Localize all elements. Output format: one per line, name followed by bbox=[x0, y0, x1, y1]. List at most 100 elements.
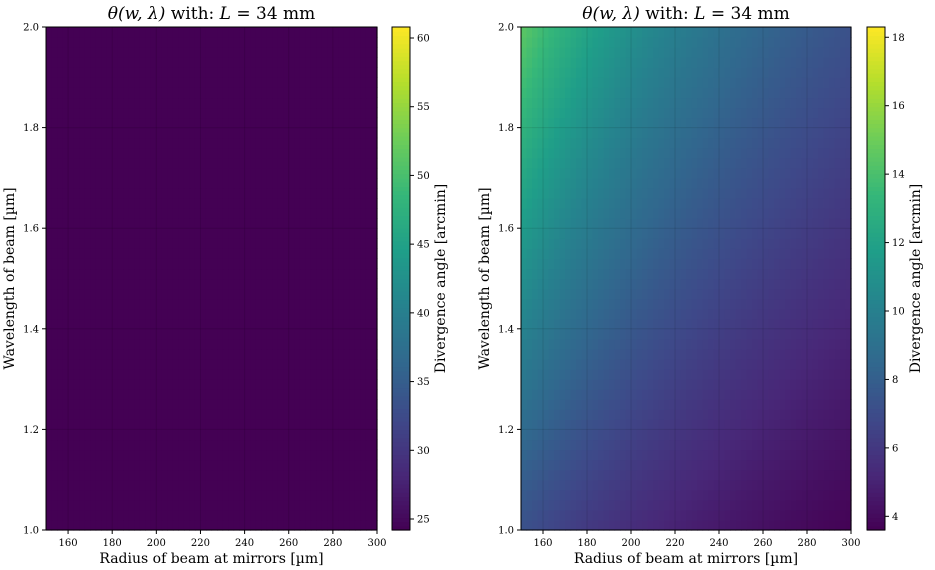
heatmap-cell bbox=[150, 449, 157, 461]
heatmap-cell bbox=[84, 509, 91, 521]
heatmap-cell bbox=[134, 87, 141, 99]
heatmap-cell bbox=[57, 177, 64, 189]
heatmap-cell bbox=[360, 358, 367, 370]
heatmap-cell bbox=[101, 519, 108, 531]
heatmap-cell bbox=[768, 338, 775, 350]
heatmap-cell bbox=[526, 369, 533, 380]
heatmap-cell bbox=[106, 389, 113, 400]
heatmap-cell bbox=[57, 57, 64, 68]
heatmap-cell bbox=[272, 348, 279, 360]
heatmap-cell bbox=[156, 489, 163, 501]
heatmap-cell bbox=[156, 137, 163, 149]
heatmap-cell bbox=[106, 117, 113, 129]
heatmap-cell bbox=[95, 348, 102, 360]
heatmap-cell bbox=[106, 67, 113, 78]
heatmap-cell bbox=[818, 489, 825, 501]
heatmap-cell bbox=[774, 248, 781, 259]
heatmap-cell bbox=[686, 519, 693, 531]
heatmap-cell bbox=[598, 409, 605, 420]
heatmap-cell bbox=[316, 248, 323, 259]
heatmap-cell bbox=[779, 409, 786, 420]
heatmap-cell bbox=[161, 278, 168, 290]
heatmap-cell bbox=[587, 399, 594, 410]
heatmap-cell bbox=[79, 338, 86, 350]
heatmap-cell bbox=[200, 379, 207, 390]
heatmap-cell bbox=[294, 208, 301, 219]
heatmap-cell bbox=[354, 288, 362, 300]
heatmap-cell bbox=[73, 369, 80, 380]
heatmap-cell bbox=[250, 208, 257, 219]
colorbar-segment bbox=[392, 127, 410, 133]
heatmap-cell bbox=[829, 369, 836, 380]
heatmap-cell bbox=[603, 298, 610, 310]
heatmap-cell bbox=[112, 137, 119, 149]
heatmap-cell bbox=[172, 459, 179, 471]
heatmap-cell bbox=[642, 499, 649, 511]
heatmap-cell bbox=[554, 409, 561, 420]
heatmap-cell bbox=[807, 308, 814, 320]
heatmap-cell bbox=[145, 419, 152, 430]
heatmap-cell bbox=[217, 117, 224, 129]
heatmap-cell bbox=[90, 338, 97, 350]
heatmap-cell bbox=[829, 258, 836, 270]
heatmap-cell bbox=[95, 469, 102, 481]
heatmap-cell bbox=[84, 348, 91, 360]
heatmap-cell bbox=[288, 107, 295, 119]
heatmap-cell bbox=[178, 379, 185, 390]
heatmap-cell bbox=[757, 268, 764, 280]
heatmap-cell bbox=[57, 298, 64, 310]
heatmap-cell bbox=[51, 399, 58, 410]
heatmap-cell bbox=[609, 429, 616, 441]
heatmap-cell bbox=[354, 198, 362, 209]
heatmap-cell bbox=[79, 369, 86, 380]
heatmap-cell bbox=[189, 429, 196, 441]
heatmap-cell bbox=[371, 348, 378, 360]
heatmap-cell bbox=[746, 288, 753, 300]
heatmap-cell bbox=[559, 288, 566, 300]
heatmap-cell bbox=[697, 338, 704, 350]
heatmap-cell bbox=[117, 87, 124, 99]
heatmap-cell bbox=[614, 338, 621, 350]
heatmap-cell bbox=[664, 228, 671, 239]
heatmap-cell bbox=[818, 358, 825, 370]
heatmap-cell bbox=[156, 338, 163, 350]
heatmap-cell bbox=[272, 469, 279, 481]
heatmap-cell bbox=[139, 318, 146, 330]
heatmap-cell bbox=[321, 268, 328, 280]
chart-title-title-var: L bbox=[219, 4, 231, 24]
heatmap-cell bbox=[194, 298, 202, 310]
colorbar-segment bbox=[392, 144, 410, 150]
heatmap-cell bbox=[167, 429, 174, 441]
heatmap-cell bbox=[548, 409, 555, 420]
heatmap-cell bbox=[741, 298, 748, 310]
heatmap-cell bbox=[62, 228, 69, 239]
heatmap-cell bbox=[360, 238, 367, 249]
heatmap-cell bbox=[581, 288, 588, 300]
heatmap-cell bbox=[327, 127, 334, 139]
heatmap-cell bbox=[675, 288, 682, 300]
heatmap-cell bbox=[266, 187, 273, 199]
heatmap-cell bbox=[79, 137, 86, 149]
heatmap-cell bbox=[576, 369, 583, 380]
heatmap-cell bbox=[139, 117, 146, 129]
heatmap-cell bbox=[156, 218, 163, 229]
heatmap-cell bbox=[95, 248, 102, 259]
heatmap-cell bbox=[145, 248, 152, 259]
colorbar-segment bbox=[392, 278, 410, 284]
heatmap-cell bbox=[752, 258, 759, 270]
heatmap-cell bbox=[807, 409, 814, 420]
heatmap-cell bbox=[807, 379, 814, 390]
heatmap-cell bbox=[145, 268, 152, 280]
heatmap-cell bbox=[526, 358, 533, 370]
heatmap-cell bbox=[150, 37, 157, 48]
heatmap-cell bbox=[349, 288, 356, 300]
heatmap-cell bbox=[101, 218, 108, 229]
heatmap-cell bbox=[161, 147, 168, 159]
heatmap-cell bbox=[178, 248, 185, 259]
heatmap-cell bbox=[178, 177, 185, 189]
heatmap-cell bbox=[233, 439, 240, 451]
heatmap-cell bbox=[145, 37, 152, 48]
heatmap-cell bbox=[812, 298, 819, 310]
heatmap-cell bbox=[807, 519, 814, 531]
heatmap-cell bbox=[233, 167, 240, 179]
